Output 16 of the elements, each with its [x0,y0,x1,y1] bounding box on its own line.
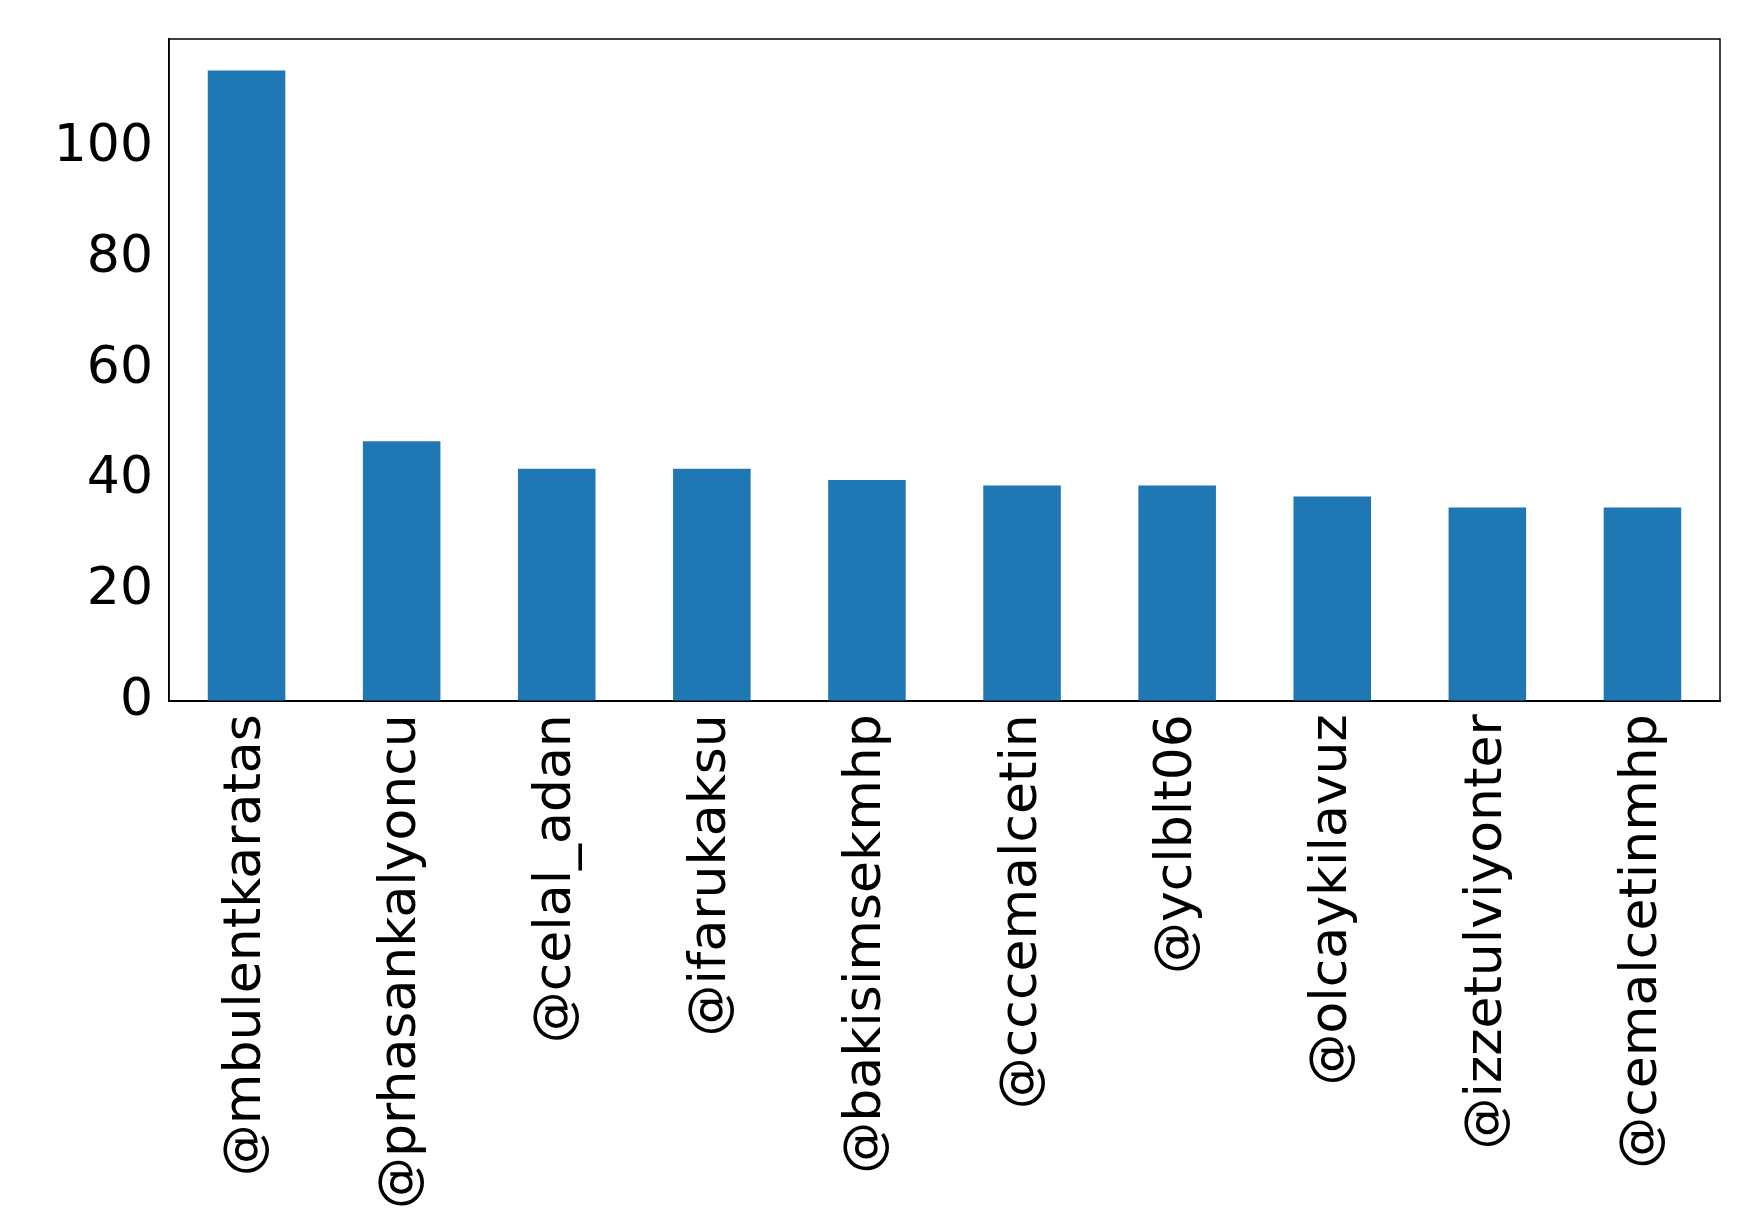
x-tick-label: @izzetulviyonter [1452,713,1513,1150]
x-tick-label: @ifarukaksu [677,714,738,1037]
x-tick-label: @cemalcetinmhp [1607,714,1668,1169]
x-tick-label: @olcaykilavuz [1297,714,1358,1086]
y-tick-label: 100 [53,113,153,174]
x-tick-label: @cccemalcetin [987,714,1048,1110]
x-tick-label: @prhasankalyoncu [367,714,428,1209]
y-tick-label: 80 [86,224,153,285]
y-tick-label: 40 [86,445,153,506]
x-tick-label: @yclblt06 [1142,714,1203,975]
x-tick-label: @bakisimsekmhp [832,714,893,1174]
y-tick-label: 20 [86,556,153,617]
x-tick-label: @celal_adan [522,714,583,1044]
y-tick-label: 0 [119,666,153,727]
x-tick-label: @mbulentkaratas [212,714,273,1177]
y-tick-label: 60 [86,334,153,395]
